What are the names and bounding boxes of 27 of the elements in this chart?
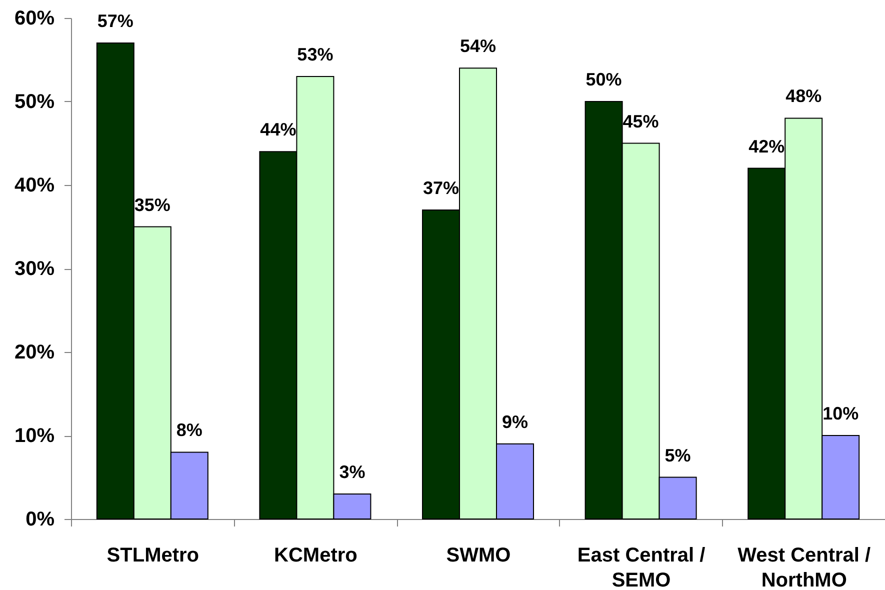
y-tick-label: 50% bbox=[14, 91, 55, 113]
data-label: 53% bbox=[297, 44, 334, 64]
x-tick-label: West Central / NorthMO bbox=[738, 544, 872, 590]
data-label: 9% bbox=[502, 412, 528, 432]
y-tick-label: 40% bbox=[14, 174, 55, 196]
data-label: 42% bbox=[748, 136, 785, 156]
data-label: 3% bbox=[339, 462, 366, 482]
data-label: 54% bbox=[460, 36, 496, 56]
data-label: 35% bbox=[134, 194, 170, 215]
y-tick-label: 10% bbox=[14, 425, 55, 447]
data-label: 8% bbox=[176, 420, 202, 440]
data-label: 45% bbox=[622, 111, 659, 132]
y-tick-label: 20% bbox=[14, 342, 55, 364]
x-tick-label: East Central / SEMO bbox=[577, 544, 706, 590]
data-label: 10% bbox=[822, 404, 859, 424]
x-tick-label: KCMetro bbox=[274, 544, 358, 566]
data-label: 37% bbox=[422, 178, 460, 198]
y-tick-label: 30% bbox=[14, 258, 55, 280]
x-tick-label: SWMO bbox=[446, 544, 511, 566]
x-tick-label: STLMetro bbox=[106, 544, 200, 566]
y-tick-label: 0% bbox=[26, 508, 55, 530]
data-label: 44% bbox=[260, 120, 296, 140]
data-label: 48% bbox=[786, 86, 822, 106]
data-label: 50% bbox=[586, 70, 622, 90]
data-label: 57% bbox=[97, 11, 134, 32]
y-tick-label: 60% bbox=[14, 8, 55, 30]
data-label: 5% bbox=[664, 445, 691, 466]
